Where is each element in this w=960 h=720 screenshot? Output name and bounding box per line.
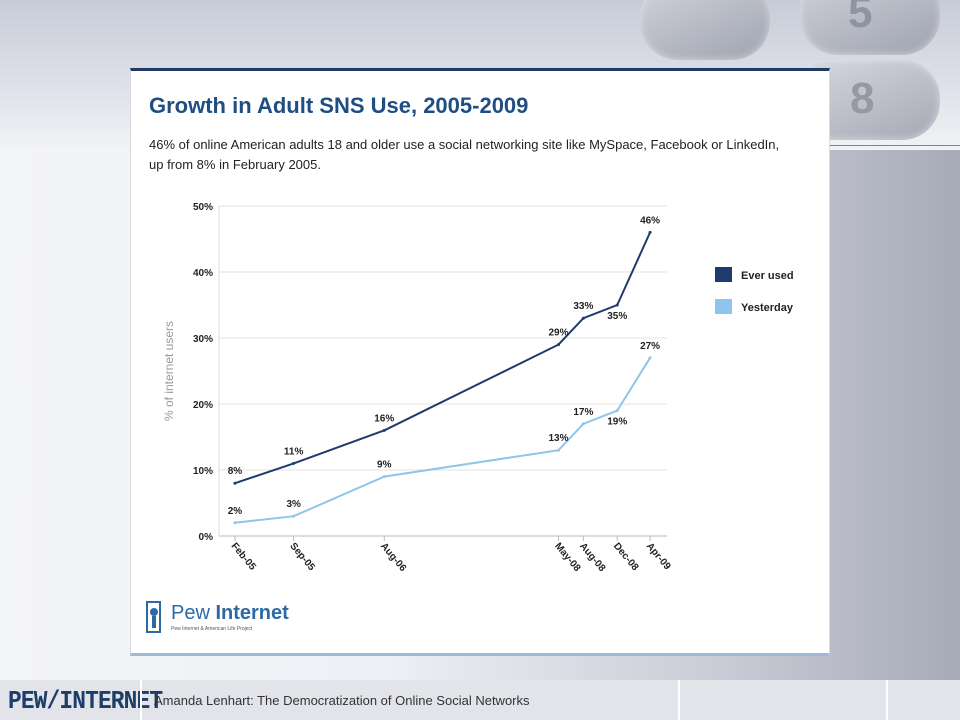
data-label: 33% xyxy=(573,301,593,312)
y-tick-label: 30% xyxy=(193,334,213,345)
data-label: 16% xyxy=(374,413,394,424)
chart-title: Growth in Adult SNS Use, 2005-2009 xyxy=(149,93,529,118)
y-axis-label: % of internet users xyxy=(162,321,176,421)
data-point xyxy=(615,409,619,413)
data-label: 3% xyxy=(286,499,301,510)
data-label: 27% xyxy=(640,341,660,352)
data-label: 2% xyxy=(228,506,243,517)
data-point xyxy=(556,343,560,347)
y-tick-label: 40% xyxy=(193,268,213,279)
series-line-yesterday xyxy=(234,357,651,524)
x-tick-label: Sep-05 xyxy=(287,541,317,574)
data-point xyxy=(615,303,619,307)
legend-swatch xyxy=(715,267,732,282)
footer-bar: PEW/INTERNET Amanda Lenhart: The Democra… xyxy=(0,680,960,720)
data-point xyxy=(292,514,296,518)
data-point xyxy=(581,422,585,426)
data-point xyxy=(581,316,585,320)
y-tick-label: 20% xyxy=(193,400,213,411)
line-chart: 0%10%20%30%40%50%Feb-05 Sep-05 Aug-06 May-0… xyxy=(162,202,794,574)
legend-label: Ever used xyxy=(741,270,794,282)
data-point xyxy=(648,356,652,360)
data-point xyxy=(556,448,560,452)
chart-card: Growth in Adult SNS Use, 2005-2009 46% o… xyxy=(130,68,830,656)
chart-subtitle: 46% of online American adults 18 and old… xyxy=(149,137,780,172)
data-label: 46% xyxy=(640,215,660,226)
legend-swatch xyxy=(715,299,732,314)
legend-label: Yesterday xyxy=(741,302,794,314)
x-tick-label: Apr-09 xyxy=(644,541,673,573)
y-tick-label: 10% xyxy=(193,466,213,477)
data-label: 8% xyxy=(228,466,243,477)
divider-line xyxy=(830,145,960,146)
data-label: 19% xyxy=(607,417,627,428)
data-point xyxy=(382,428,386,432)
keypad-key xyxy=(640,0,770,60)
footer-separator xyxy=(678,680,680,720)
x-tick-label: Aug-06 xyxy=(378,541,408,574)
x-tick-label: Dec-08 xyxy=(611,541,641,574)
y-tick-label: 0% xyxy=(199,532,214,543)
footer-separator xyxy=(140,680,142,720)
data-label: 29% xyxy=(548,328,568,339)
data-point xyxy=(233,521,237,525)
footer-caption: Amanda Lenhart: The Democratization of O… xyxy=(154,693,530,708)
data-point xyxy=(382,475,386,479)
y-tick-label: 50% xyxy=(193,202,213,213)
data-label: 9% xyxy=(377,460,392,471)
data-label: 35% xyxy=(607,311,627,322)
data-point xyxy=(648,230,652,234)
pew-logo-icon xyxy=(146,601,161,633)
footer-brand-logo: PEW/INTERNET xyxy=(8,686,163,716)
data-point xyxy=(233,481,237,485)
keypad-key: 5 xyxy=(800,0,940,55)
logo-tagline: Pew Internet & American Life Project xyxy=(171,626,253,632)
data-point xyxy=(292,461,296,465)
x-tick-label: Feb-05 xyxy=(229,541,258,573)
x-tick-label: Aug-08 xyxy=(577,541,607,574)
data-label: 13% xyxy=(548,433,568,444)
logo-name: Pew Internet xyxy=(171,602,289,624)
pew-internet-logo: Pew Internet Pew Internet & American Lif… xyxy=(146,601,289,637)
data-label: 17% xyxy=(573,407,593,418)
data-label: 11% xyxy=(284,446,304,457)
footer-separator xyxy=(886,680,888,720)
